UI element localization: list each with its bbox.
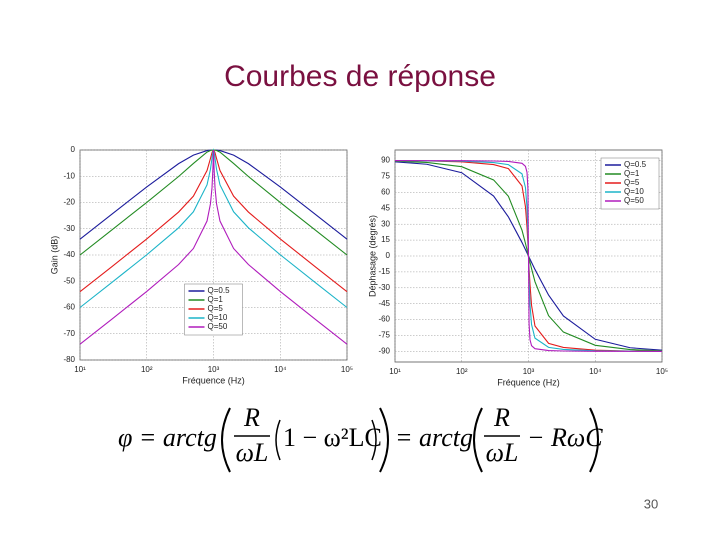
formula: φ = arctg R ωL 1 − ω²LC = arctg R ωL − R… bbox=[118, 403, 603, 473]
legend-label: Q=10 bbox=[208, 313, 228, 322]
legend-label: Q=10 bbox=[624, 187, 644, 196]
y-tick-label: -10 bbox=[63, 171, 75, 180]
y-tick-label: -45 bbox=[378, 299, 390, 308]
y-tick-label: 45 bbox=[381, 203, 390, 212]
x-axis-label: Fréquence (Hz) bbox=[182, 375, 245, 385]
y-tick-label: -20 bbox=[63, 198, 75, 207]
y-tick-label: -60 bbox=[378, 315, 390, 324]
paren bbox=[371, 419, 377, 461]
legend: Q=0.5Q=1Q=5Q=10Q=50 bbox=[600, 157, 660, 210]
y-tick-label: -60 bbox=[63, 303, 75, 312]
y-tick-label: 15 bbox=[381, 235, 390, 244]
y-tick-label: -70 bbox=[63, 329, 75, 338]
y-tick-label: -15 bbox=[378, 267, 390, 276]
formula-text: φ = arctg bbox=[118, 423, 217, 452]
y-tick-label: 60 bbox=[381, 188, 390, 197]
legend-label: Q=0.5 bbox=[624, 160, 647, 169]
y-tick-label: -30 bbox=[63, 224, 75, 233]
formula-text: 1 − ω²LC bbox=[283, 423, 382, 452]
x-tick-label: 10⁴ bbox=[589, 367, 602, 376]
y-tick-label: 30 bbox=[381, 219, 390, 228]
paren bbox=[379, 407, 389, 473]
legend-label: Q=0.5 bbox=[208, 286, 231, 295]
legend-label: Q=1 bbox=[208, 295, 224, 304]
x-tick-label: 10⁵ bbox=[341, 365, 353, 374]
formula-text: = arctg bbox=[395, 423, 473, 452]
paren bbox=[275, 419, 281, 461]
y-tick-label: -75 bbox=[378, 331, 390, 340]
paren bbox=[473, 407, 483, 473]
formula-text: ωL bbox=[236, 438, 269, 467]
y-tick-label: -90 bbox=[378, 347, 390, 356]
x-tick-label: 10³ bbox=[523, 367, 535, 376]
y-tick-label: 0 bbox=[71, 145, 76, 154]
legend: Q=0.5Q=1Q=5Q=10Q=50 bbox=[184, 283, 243, 336]
formula-text: − RωC bbox=[527, 423, 603, 452]
x-tick-label: 10² bbox=[456, 367, 468, 376]
y-tick-label: -50 bbox=[63, 276, 75, 285]
legend-label: Q=50 bbox=[624, 196, 644, 205]
y-tick-label: -40 bbox=[63, 250, 75, 259]
formula-text: ωL bbox=[486, 438, 519, 467]
y-axis-label: Déphasage (degrés) bbox=[367, 215, 377, 297]
x-axis-label: Fréquence (Hz) bbox=[497, 377, 560, 387]
legend-label: Q=5 bbox=[624, 178, 640, 187]
paren bbox=[589, 407, 599, 473]
y-tick-label: -30 bbox=[378, 283, 390, 292]
paren bbox=[221, 407, 231, 473]
legend-label: Q=5 bbox=[208, 304, 224, 313]
x-tick-label: 10⁴ bbox=[274, 365, 287, 374]
y-tick-label: 90 bbox=[381, 156, 390, 165]
formula-text: R bbox=[243, 403, 260, 432]
legend-label: Q=1 bbox=[624, 169, 640, 178]
legend-label: Q=50 bbox=[208, 322, 228, 331]
page-number: 30 bbox=[644, 496, 658, 511]
slide-title: Courbes de réponse bbox=[224, 60, 496, 93]
series-line bbox=[394, 160, 663, 352]
y-tick-label: 75 bbox=[381, 172, 390, 181]
x-tick-label: 10¹ bbox=[389, 367, 401, 376]
series-line bbox=[79, 149, 348, 345]
x-tick-label: 10⁵ bbox=[656, 367, 668, 376]
x-tick-label: 10³ bbox=[208, 365, 220, 374]
y-tick-label: 0 bbox=[386, 251, 391, 260]
formula-text: R bbox=[493, 403, 510, 432]
x-tick-label: 10² bbox=[141, 365, 153, 374]
y-tick-label: -80 bbox=[63, 355, 75, 364]
x-tick-label: 10¹ bbox=[74, 365, 86, 374]
y-axis-label: Gain (dB) bbox=[49, 236, 59, 275]
